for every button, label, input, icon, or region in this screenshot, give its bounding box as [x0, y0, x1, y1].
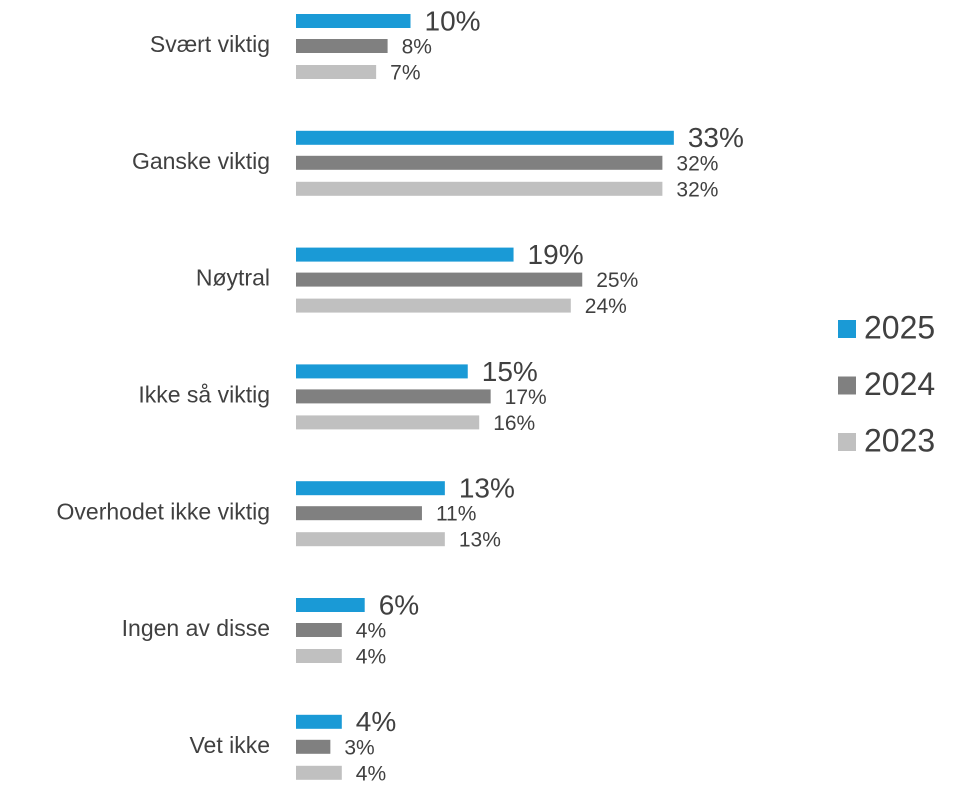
- bar: [296, 598, 365, 612]
- category-label: Ingen av disse: [122, 615, 270, 641]
- legend-label: 2024: [864, 366, 935, 402]
- value-label: 4%: [356, 646, 386, 669]
- value-label: 8%: [402, 36, 432, 59]
- bar: [296, 298, 571, 313]
- legend-swatch: [838, 320, 856, 338]
- value-label: 4%: [356, 762, 386, 785]
- category-label: Ganske viktig: [132, 148, 270, 174]
- bar: [296, 389, 491, 404]
- bar: [296, 14, 411, 28]
- category-label: Overhodet ikke viktig: [57, 498, 270, 524]
- value-label: 4%: [356, 706, 396, 737]
- bar: [296, 765, 342, 780]
- bar: [296, 415, 480, 430]
- bar: [296, 181, 663, 196]
- bar: [296, 364, 468, 379]
- bar: [296, 155, 663, 170]
- bar: [296, 247, 514, 262]
- bar: [296, 481, 445, 496]
- value-label: 15%: [482, 356, 538, 387]
- value-label: 13%: [459, 529, 501, 552]
- bar: [296, 739, 331, 754]
- value-label: 33%: [688, 122, 744, 153]
- category-label: Svært viktig: [150, 31, 270, 57]
- bar: [296, 506, 422, 521]
- value-label: 17%: [505, 386, 547, 409]
- value-label: 3%: [344, 736, 374, 759]
- bar: [296, 39, 388, 53]
- value-label: 24%: [585, 295, 627, 318]
- value-label: 32%: [676, 152, 718, 175]
- value-label: 32%: [676, 178, 718, 201]
- value-label: 10%: [425, 5, 481, 36]
- category-label: Ikke så viktig: [138, 381, 270, 407]
- category-label: Nøytral: [196, 265, 270, 291]
- value-label: 7%: [390, 62, 420, 85]
- value-label: 11%: [436, 503, 476, 526]
- bar: [296, 532, 445, 547]
- legend-swatch: [838, 433, 856, 451]
- legend-label: 2023: [864, 422, 935, 458]
- value-label: 25%: [596, 269, 638, 292]
- value-label: 13%: [459, 473, 515, 504]
- legend-swatch: [838, 376, 856, 395]
- bar: [296, 65, 377, 79]
- category-label: Vet ikke: [189, 732, 270, 758]
- bar: [296, 272, 583, 287]
- bar: [296, 130, 674, 145]
- value-label: 19%: [528, 239, 584, 270]
- value-label: 4%: [356, 620, 386, 643]
- value-label: 6%: [379, 589, 419, 620]
- legend-label: 2025: [864, 309, 935, 345]
- bar: [296, 714, 342, 729]
- bar: [296, 649, 342, 663]
- value-label: 16%: [493, 412, 535, 435]
- bar: [296, 623, 342, 637]
